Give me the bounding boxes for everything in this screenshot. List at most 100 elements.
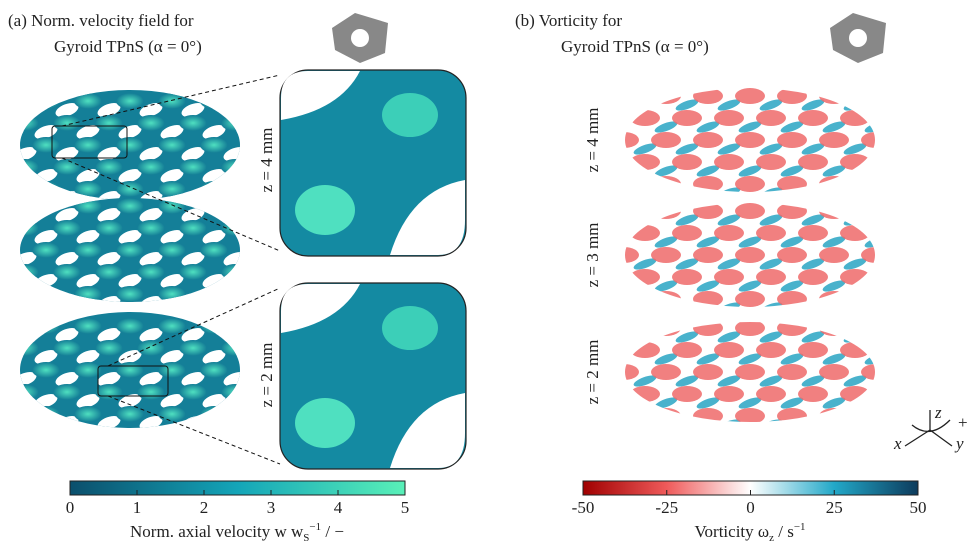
hole (20, 252, 37, 266)
blob (717, 214, 741, 226)
blob (777, 132, 807, 148)
blob (179, 264, 207, 280)
blob (20, 115, 39, 131)
blob (884, 141, 909, 157)
tick-label: -50 (572, 498, 595, 517)
blob (861, 322, 875, 336)
blob (651, 291, 681, 307)
hole (160, 169, 184, 183)
blob (864, 397, 875, 409)
blob (95, 115, 123, 131)
blob (798, 110, 828, 126)
blob (625, 408, 639, 422)
hole (97, 147, 121, 161)
blob (717, 302, 741, 307)
blob (843, 258, 867, 270)
blob (74, 137, 102, 153)
blob (819, 88, 849, 104)
slice-label: z = 2 mm (583, 340, 602, 405)
blob (864, 280, 875, 292)
zoom-blob (382, 93, 438, 137)
blob (801, 375, 825, 387)
blob (884, 256, 909, 272)
blob (780, 121, 804, 133)
blob (200, 318, 228, 334)
hole (97, 191, 121, 200)
blob (780, 397, 804, 409)
blob (696, 397, 720, 409)
blob (53, 384, 81, 400)
hole (55, 372, 79, 386)
blob (74, 362, 102, 378)
blob (0, 137, 18, 153)
blob (625, 132, 639, 148)
hole (20, 147, 37, 161)
blob (53, 159, 81, 175)
blob (95, 384, 123, 400)
blob (801, 258, 825, 270)
axis-label: y (954, 434, 964, 453)
blob (651, 408, 681, 422)
hole (20, 208, 37, 222)
blob (200, 286, 228, 302)
blob (137, 340, 165, 356)
blob (221, 264, 240, 280)
label-sup: −1 (309, 521, 321, 533)
hole (97, 252, 121, 266)
blob (822, 353, 846, 365)
blob (884, 185, 909, 201)
tick-label: 50 (910, 498, 927, 517)
hole (181, 328, 205, 342)
blob (675, 187, 699, 192)
zoom-hole (390, 180, 465, 255)
blob (263, 264, 291, 280)
hole (223, 191, 240, 200)
blob (0, 318, 18, 334)
blob (53, 115, 81, 131)
blob (819, 176, 849, 192)
blob (32, 362, 60, 378)
blob (819, 291, 849, 307)
layout (0, 13, 930, 470)
blob (861, 364, 875, 380)
blob (116, 242, 144, 258)
slice (20, 198, 291, 302)
blob (756, 342, 786, 358)
blob (200, 406, 228, 422)
blob (137, 220, 165, 236)
blob (158, 181, 186, 197)
blob (74, 93, 102, 109)
blob (633, 375, 657, 387)
blob (0, 362, 18, 378)
blob (654, 165, 678, 177)
tick-label: 25 (826, 498, 843, 517)
blob (672, 269, 702, 285)
blob (822, 280, 846, 292)
blob (735, 247, 765, 263)
blob (116, 318, 144, 334)
blob (819, 364, 849, 380)
blob (0, 181, 18, 197)
zoom-hole (281, 284, 360, 333)
label-part: Norm. axial velocity w w (130, 522, 304, 541)
blob (843, 302, 867, 307)
blob (625, 247, 639, 263)
blob (905, 278, 930, 294)
hole (223, 372, 240, 386)
blob (200, 181, 228, 197)
hole (223, 103, 240, 117)
hole (181, 296, 205, 302)
hole (139, 296, 163, 302)
blob (840, 269, 870, 285)
blob (95, 264, 123, 280)
hole (97, 296, 121, 302)
blob (735, 132, 765, 148)
tick-label: 4 (334, 498, 343, 517)
blob (625, 322, 639, 336)
blob (717, 143, 741, 155)
blob (221, 384, 240, 400)
blob (735, 176, 765, 192)
blob (864, 353, 875, 365)
blob (672, 154, 702, 170)
blob (777, 322, 807, 336)
